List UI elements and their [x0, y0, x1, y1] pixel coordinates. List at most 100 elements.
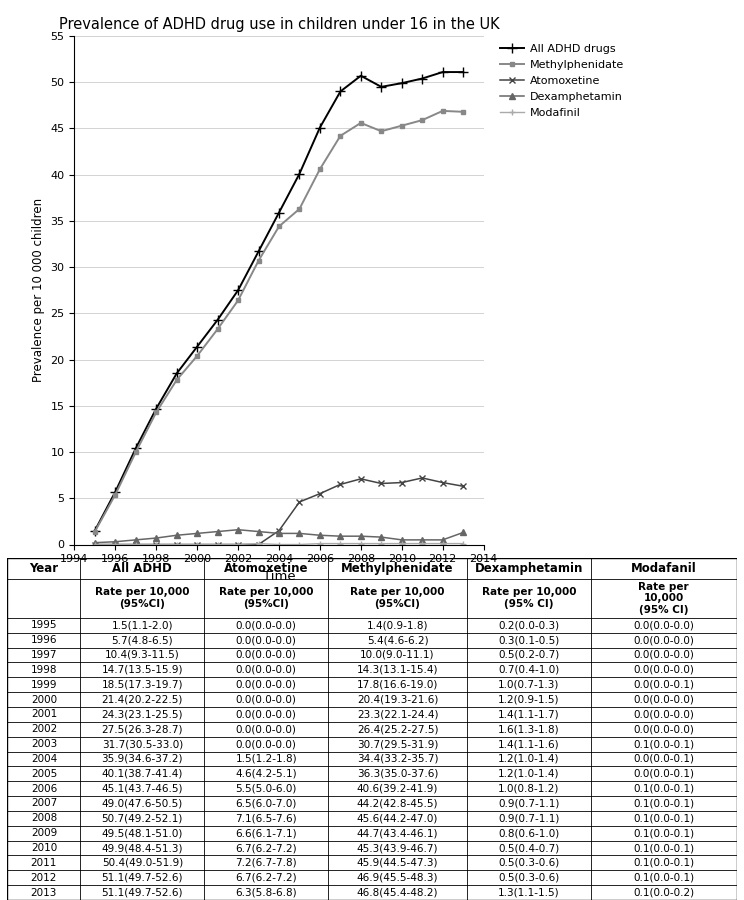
Text: 31.7(30.5-33.0): 31.7(30.5-33.0) [102, 739, 183, 749]
Text: 6.5(6.0-7.0): 6.5(6.0-7.0) [236, 798, 297, 808]
Dexamphetamin [254, 526, 263, 537]
Dexamphetamin [397, 535, 406, 545]
Text: 50.7(49.2-52.1): 50.7(49.2-52.1) [102, 814, 183, 824]
Text: 49.9(48.4-51.3): 49.9(48.4-51.3) [102, 843, 183, 853]
Modafinil [418, 538, 427, 549]
Text: 0.1(0.0-0.1): 0.1(0.0-0.1) [633, 828, 694, 838]
Text: 2011: 2011 [31, 858, 57, 868]
Dexamphetamin [295, 528, 304, 539]
Dexamphetamin [275, 528, 283, 539]
Text: Rate per
10,000
(95% CI): Rate per 10,000 (95% CI) [638, 581, 689, 615]
Text: 51.1(49.7-52.6): 51.1(49.7-52.6) [102, 873, 183, 883]
Text: 0.0(0.0-0.0): 0.0(0.0-0.0) [633, 620, 694, 630]
Text: Atomoxetine: Atomoxetine [224, 562, 309, 575]
Text: 6.3(5.8-6.8): 6.3(5.8-6.8) [235, 887, 297, 897]
Modafinil [438, 538, 447, 549]
Modafinil [356, 538, 365, 549]
Atomoxetine [356, 473, 365, 484]
Dexamphetamin [173, 530, 182, 541]
Text: 27.5(26.3-28.7): 27.5(26.3-28.7) [102, 724, 183, 734]
Text: 0.5(0.3-0.6): 0.5(0.3-0.6) [498, 858, 559, 868]
Text: 0.1(0.0-0.1): 0.1(0.0-0.1) [633, 784, 694, 794]
Text: 0.2(0.0-0.3): 0.2(0.0-0.3) [498, 620, 559, 630]
Methylphenidate [438, 105, 447, 116]
Modafinil [377, 538, 386, 549]
Text: 5.7(4.8-6.5): 5.7(4.8-6.5) [112, 635, 173, 645]
Text: 1995: 1995 [31, 620, 57, 630]
Methylphenidate [336, 130, 345, 141]
Atomoxetine [234, 539, 243, 550]
Text: 0.0(0.0-0.0): 0.0(0.0-0.0) [236, 680, 297, 689]
Atomoxetine [377, 478, 386, 489]
Atomoxetine [315, 488, 324, 499]
Atomoxetine [214, 539, 222, 550]
Line: All ADHD drugs: All ADHD drugs [90, 68, 468, 536]
Text: 2001: 2001 [31, 709, 57, 719]
All ADHD drugs [418, 73, 427, 84]
Text: Rate per 10,000
(95% CI): Rate per 10,000 (95% CI) [481, 588, 576, 609]
All ADHD drugs [315, 122, 324, 133]
Atomoxetine [193, 539, 202, 550]
Line: Methylphenidate: Methylphenidate [92, 109, 466, 534]
Text: 1998: 1998 [31, 665, 57, 675]
Text: 0.1(0.0-0.1): 0.1(0.0-0.1) [633, 843, 694, 853]
Text: 1997: 1997 [31, 650, 57, 660]
Text: Methylphenidate: Methylphenidate [341, 562, 454, 575]
Atomoxetine [336, 479, 345, 490]
Modafinil [336, 538, 345, 549]
Text: 7.2(6.7-7.8): 7.2(6.7-7.8) [235, 858, 297, 868]
Dexamphetamin [336, 531, 345, 542]
All ADHD drugs [356, 70, 365, 81]
Text: 2007: 2007 [31, 798, 57, 808]
All ADHD drugs [111, 486, 120, 497]
Methylphenidate [111, 490, 120, 500]
Text: 2005: 2005 [31, 769, 57, 778]
Methylphenidate [315, 164, 324, 175]
Methylphenidate [152, 407, 161, 418]
Text: 0.0(0.0-0.0): 0.0(0.0-0.0) [236, 635, 297, 645]
Text: 0.1(0.0-0.1): 0.1(0.0-0.1) [633, 858, 694, 868]
Modafinil [173, 539, 182, 550]
Text: 2013: 2013 [31, 887, 57, 897]
Text: 0.5(0.2-0.7): 0.5(0.2-0.7) [498, 650, 559, 660]
Text: 0.5(0.3-0.6): 0.5(0.3-0.6) [498, 873, 559, 883]
Atomoxetine [91, 539, 100, 550]
Title: Prevalence of ADHD drug use in children under 16 in the UK: Prevalence of ADHD drug use in children … [59, 17, 499, 32]
Text: 51.1(49.7-52.6): 51.1(49.7-52.6) [102, 887, 183, 897]
Text: 45.1(43.7-46.5): 45.1(43.7-46.5) [102, 784, 183, 794]
Text: 1.0(0.8-1.2): 1.0(0.8-1.2) [498, 784, 559, 794]
Dexamphetamin [459, 527, 468, 538]
Text: 0.1(0.0-0.2): 0.1(0.0-0.2) [633, 887, 694, 897]
Dexamphetamin [356, 531, 365, 542]
Text: 6.7(6.2-7.2): 6.7(6.2-7.2) [235, 873, 297, 883]
Text: 10.4(9.3-11.5): 10.4(9.3-11.5) [105, 650, 180, 660]
Text: 21.4(20.2-22.5): 21.4(20.2-22.5) [102, 695, 183, 705]
Modafinil [275, 539, 283, 550]
Text: 2002: 2002 [31, 724, 57, 734]
Text: 2006: 2006 [31, 784, 57, 794]
Text: 1.0(0.7-1.3): 1.0(0.7-1.3) [498, 680, 559, 689]
Text: 1996: 1996 [31, 635, 57, 645]
Text: 6.7(6.2-7.2): 6.7(6.2-7.2) [235, 843, 297, 853]
Dexamphetamin [111, 536, 120, 547]
Text: 0.5(0.4-0.7): 0.5(0.4-0.7) [498, 843, 559, 853]
Modafinil [234, 539, 243, 550]
All ADHD drugs [214, 314, 222, 325]
Dexamphetamin [438, 535, 447, 545]
Text: 0.1(0.0-0.1): 0.1(0.0-0.1) [633, 739, 694, 749]
Text: 49.0(47.6-50.5): 49.0(47.6-50.5) [102, 798, 183, 808]
Text: 2008: 2008 [31, 814, 57, 824]
Y-axis label: Prevalence per 10 000 children: Prevalence per 10 000 children [32, 198, 45, 382]
Line: Atomoxetine: Atomoxetine [92, 474, 466, 548]
X-axis label: Time: Time [263, 570, 295, 583]
Text: 0.1(0.0-0.1): 0.1(0.0-0.1) [633, 814, 694, 824]
All ADHD drugs [397, 77, 406, 88]
All ADHD drugs [132, 443, 141, 454]
Modafinil [295, 539, 304, 550]
Text: 0.0(0.0-0.0): 0.0(0.0-0.0) [633, 709, 694, 719]
Text: 0.9(0.7-1.1): 0.9(0.7-1.1) [498, 814, 559, 824]
All ADHD drugs [275, 207, 283, 218]
Modafinil [459, 538, 468, 549]
Atomoxetine [152, 539, 161, 550]
Methylphenidate [295, 203, 304, 214]
